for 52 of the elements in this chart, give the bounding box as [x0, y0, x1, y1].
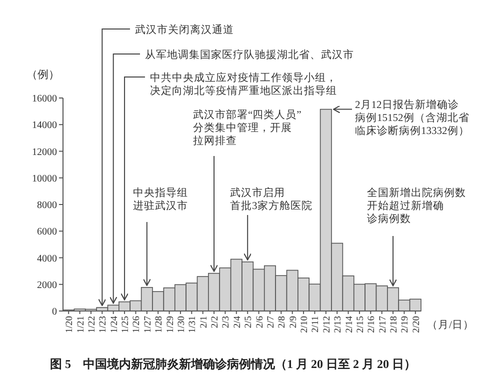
- x-tick-label: 2/8: [278, 316, 288, 328]
- x-tick-label: 1/30: [176, 316, 187, 333]
- x-tick-label: 2/3: [222, 316, 232, 328]
- x-tick-label: 2/17: [378, 316, 388, 333]
- x-tick-label: 1/21: [76, 316, 86, 333]
- x-tick-label: 2/19: [400, 316, 411, 333]
- x-tick-label: 1/28: [154, 316, 165, 333]
- annotation: 中央指导组进驻武汉市: [133, 186, 188, 212]
- x-tick-label: 2/9: [288, 316, 299, 328]
- y-axis-title: （例）: [26, 69, 60, 81]
- x-tick-label: 2/14: [344, 316, 355, 333]
- x-tick-label: 2/1: [199, 316, 210, 328]
- y-tick-label: 0: [52, 306, 57, 318]
- x-tick-label: 1/25: [121, 316, 132, 333]
- x-tick-label: 2/18: [390, 316, 400, 333]
- annotation: 中共中央成立应对疫情工作领导小组，决定向湖北等疫情严重地区派出指导组: [150, 71, 337, 97]
- annotation: 武汉市启用首批3家方舱医院: [230, 186, 312, 212]
- annotation: 武汉市部署“四类人员”分类集中管理，开展拉网排查: [193, 108, 302, 147]
- annotation: 武汉市关闭离汉通道: [135, 23, 234, 36]
- x-axis-title: （月/日）: [427, 319, 474, 331]
- x-tick-label: 1/26: [132, 316, 142, 333]
- x-tick-label: 1/29: [166, 316, 176, 333]
- x-tick-label: 2/20: [412, 316, 422, 333]
- annotation: 从军地调集国家医疗队驰援湖北省、武汉市: [145, 48, 354, 61]
- x-tick-label: 1/23: [98, 316, 109, 333]
- x-tick-label: 2/16: [367, 316, 378, 333]
- y-tick-label: 6000: [37, 226, 57, 238]
- x-tick-label: 1/22: [87, 316, 98, 333]
- text: 图 5 中国境内新冠肺炎新增确诊病例情况（1 月 20 日至 2 月 20 日）: [50, 357, 416, 371]
- x-tick-label: 2/13: [334, 316, 344, 333]
- annotation: 全国新增出院病例数开始超过新增确诊病例数: [367, 186, 466, 225]
- x-tick-label: 2/6: [255, 316, 266, 328]
- y-tick-label: 4000: [37, 253, 57, 264]
- x-tick-label: 2/7: [266, 316, 276, 328]
- x-tick-label: 1/20: [65, 316, 76, 333]
- x-tick-label: 2/15: [356, 316, 366, 333]
- x-tick-label: 2/4: [232, 316, 243, 328]
- y-tick-label: 16000: [32, 94, 57, 104]
- y-tick-label: 12000: [32, 146, 57, 158]
- x-tick-label: 2/12: [322, 316, 332, 333]
- x-tick-label: 2/5: [244, 316, 254, 328]
- y-tick-label: 14000: [32, 120, 57, 132]
- y-tick-label: 10000: [32, 173, 57, 184]
- y-tick-label: 8000: [37, 200, 57, 211]
- x-tick-label: 1/31: [188, 316, 198, 333]
- x-tick-label: 1/27: [143, 316, 154, 333]
- x-tick-label: 2/2: [210, 316, 221, 328]
- x-tick-label: 2/10: [300, 316, 310, 333]
- x-tick-label: 2/11: [311, 316, 322, 333]
- annotation: 2月12日报告新增确诊病例15152例（含湖北省临床诊断病例13332例）: [355, 98, 470, 137]
- x-tick-label: 1/24: [110, 316, 120, 333]
- y-tick-label: 2000: [37, 280, 57, 291]
